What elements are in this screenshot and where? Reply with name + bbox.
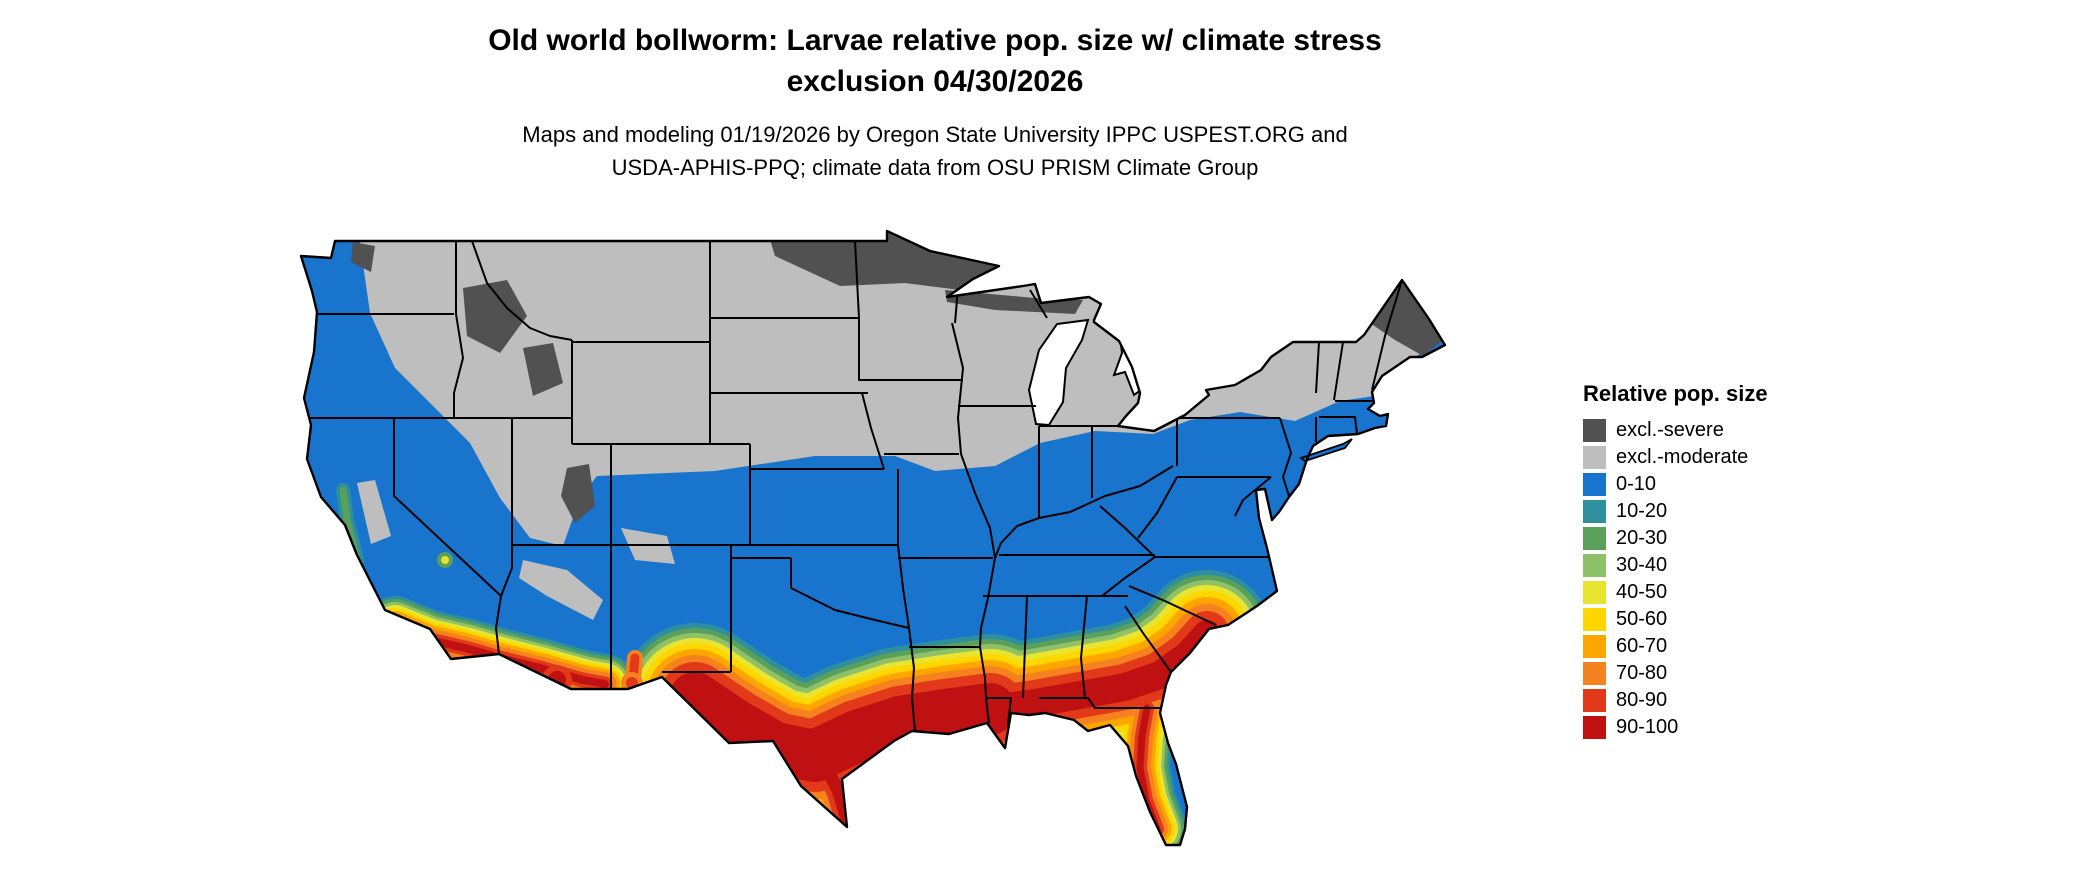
excl-severe-patch: [561, 464, 595, 523]
excl-severe-patch: [351, 242, 375, 272]
state-border: [471, 240, 573, 341]
map-subtitle-line2: USDA-APHIS-PPQ; climate data from OSU PR…: [611, 155, 1259, 180]
state-border: [854, 240, 860, 380]
legend-swatch: [1583, 581, 1606, 604]
excl-moderate-patch: [357, 480, 391, 544]
legend-title: Relative pop. size: [1583, 381, 1768, 406]
state-border: [861, 392, 885, 470]
state-border: [1137, 476, 1178, 539]
state-border: [1124, 605, 1172, 673]
state-border: [1101, 556, 1156, 597]
legend-swatch: [1583, 716, 1606, 739]
legend-item-label: 20-30: [1616, 527, 1668, 549]
legend-swatch: [1583, 419, 1606, 442]
legend-swatch: [1583, 527, 1606, 550]
excl-severe-patch: [463, 280, 527, 353]
legend-item: 30-40: [1583, 552, 1833, 579]
legend-swatch: [1583, 635, 1606, 658]
legend-swatch: [1583, 662, 1606, 685]
legend-item-label: excl.-severe: [1616, 419, 1724, 441]
great-lake: [1027, 318, 1090, 427]
state-border: [790, 587, 910, 629]
legend-item: excl.-severe: [1583, 417, 1833, 444]
state-border: [1022, 595, 1028, 699]
legend-swatch: [1583, 500, 1606, 523]
state-border: [1333, 341, 1344, 401]
legend-swatch: [1583, 446, 1606, 469]
state-border: [1128, 585, 1217, 626]
legend-swatch: [1583, 689, 1606, 712]
us-outline: [299, 229, 1447, 847]
legend-item: 90-100: [1583, 714, 1833, 741]
legend-item-label: 70-80: [1616, 662, 1668, 684]
legend-item-label: 10-20: [1616, 500, 1668, 522]
legend-item: excl.-moderate: [1583, 444, 1833, 471]
pop-hotspot: [402, 625, 424, 647]
state-border: [1029, 289, 1048, 319]
state-border: [1234, 476, 1272, 517]
pop-hotspot: [441, 556, 449, 564]
legend-items: excl.-severe excl.-moderate 0-10 10-20 20-30…: [1583, 417, 1833, 741]
legend-swatch: [1583, 554, 1606, 577]
legend-item-label: 80-90: [1616, 689, 1668, 711]
state-border: [1099, 505, 1156, 558]
legend-item: 50-60: [1583, 606, 1833, 633]
legend-swatch: [1583, 473, 1606, 496]
long-island: [1299, 438, 1353, 463]
excl-severe-patch: [945, 290, 1083, 314]
legend-item: 80-90: [1583, 687, 1833, 714]
legend-item: 0-10: [1583, 471, 1833, 498]
map-subtitle: Maps and modeling 01/19/2026 by Oregon S…: [0, 118, 1870, 184]
state-border: [1039, 697, 1161, 709]
legend-item: 70-80: [1583, 660, 1833, 687]
state-border: [1315, 341, 1320, 394]
legend-item-label: 0-10: [1616, 473, 1657, 495]
pop-band-layer: [669, 672, 1016, 782]
state-border: [1371, 279, 1403, 391]
excl-moderate-patch: [519, 560, 603, 620]
state-border: [985, 697, 1012, 726]
state-border: [1080, 595, 1088, 699]
pop-hotspot: [407, 630, 419, 642]
map-title: Old world bollworm: Larvae relative pop.…: [0, 20, 1870, 102]
state-border: [453, 241, 464, 418]
map-subtitle-line1: Maps and modeling 01/19/2026 by Oregon S…: [522, 122, 1348, 147]
map-canvas: [295, 228, 1455, 888]
pop-band-layer: [815, 753, 853, 823]
legend-item: 60-70: [1583, 633, 1833, 660]
state-border: [994, 465, 1174, 559]
us-map: [299, 229, 1447, 847]
legend-item-label: 40-50: [1616, 581, 1668, 603]
excl-severe-patch: [523, 343, 563, 396]
legend-item: 40-50: [1583, 579, 1833, 606]
map-title-line2: exclusion 04/30/2026: [786, 65, 1084, 98]
legend-item-label: 90-100: [1616, 716, 1679, 738]
state-border: [500, 418, 513, 597]
legend-swatch: [1583, 608, 1606, 631]
legend-item-label: 50-60: [1616, 608, 1668, 630]
legend-item-label: 30-40: [1616, 554, 1668, 576]
legend-item-label: 60-70: [1616, 635, 1668, 657]
legend-item: 20-30: [1583, 525, 1833, 552]
map-title-line1: Old world bollworm: Larvae relative pop.…: [488, 24, 1382, 57]
legend: Relative pop. size excl.-severe excl.-mod…: [1583, 381, 1833, 741]
state-border: [897, 544, 910, 629]
state-border: [1319, 416, 1358, 435]
state-border: [1279, 417, 1292, 497]
legend-item-label: excl.-moderate: [1616, 446, 1749, 468]
legend-item: 10-20: [1583, 498, 1833, 525]
map-layers: [301, 231, 1445, 845]
